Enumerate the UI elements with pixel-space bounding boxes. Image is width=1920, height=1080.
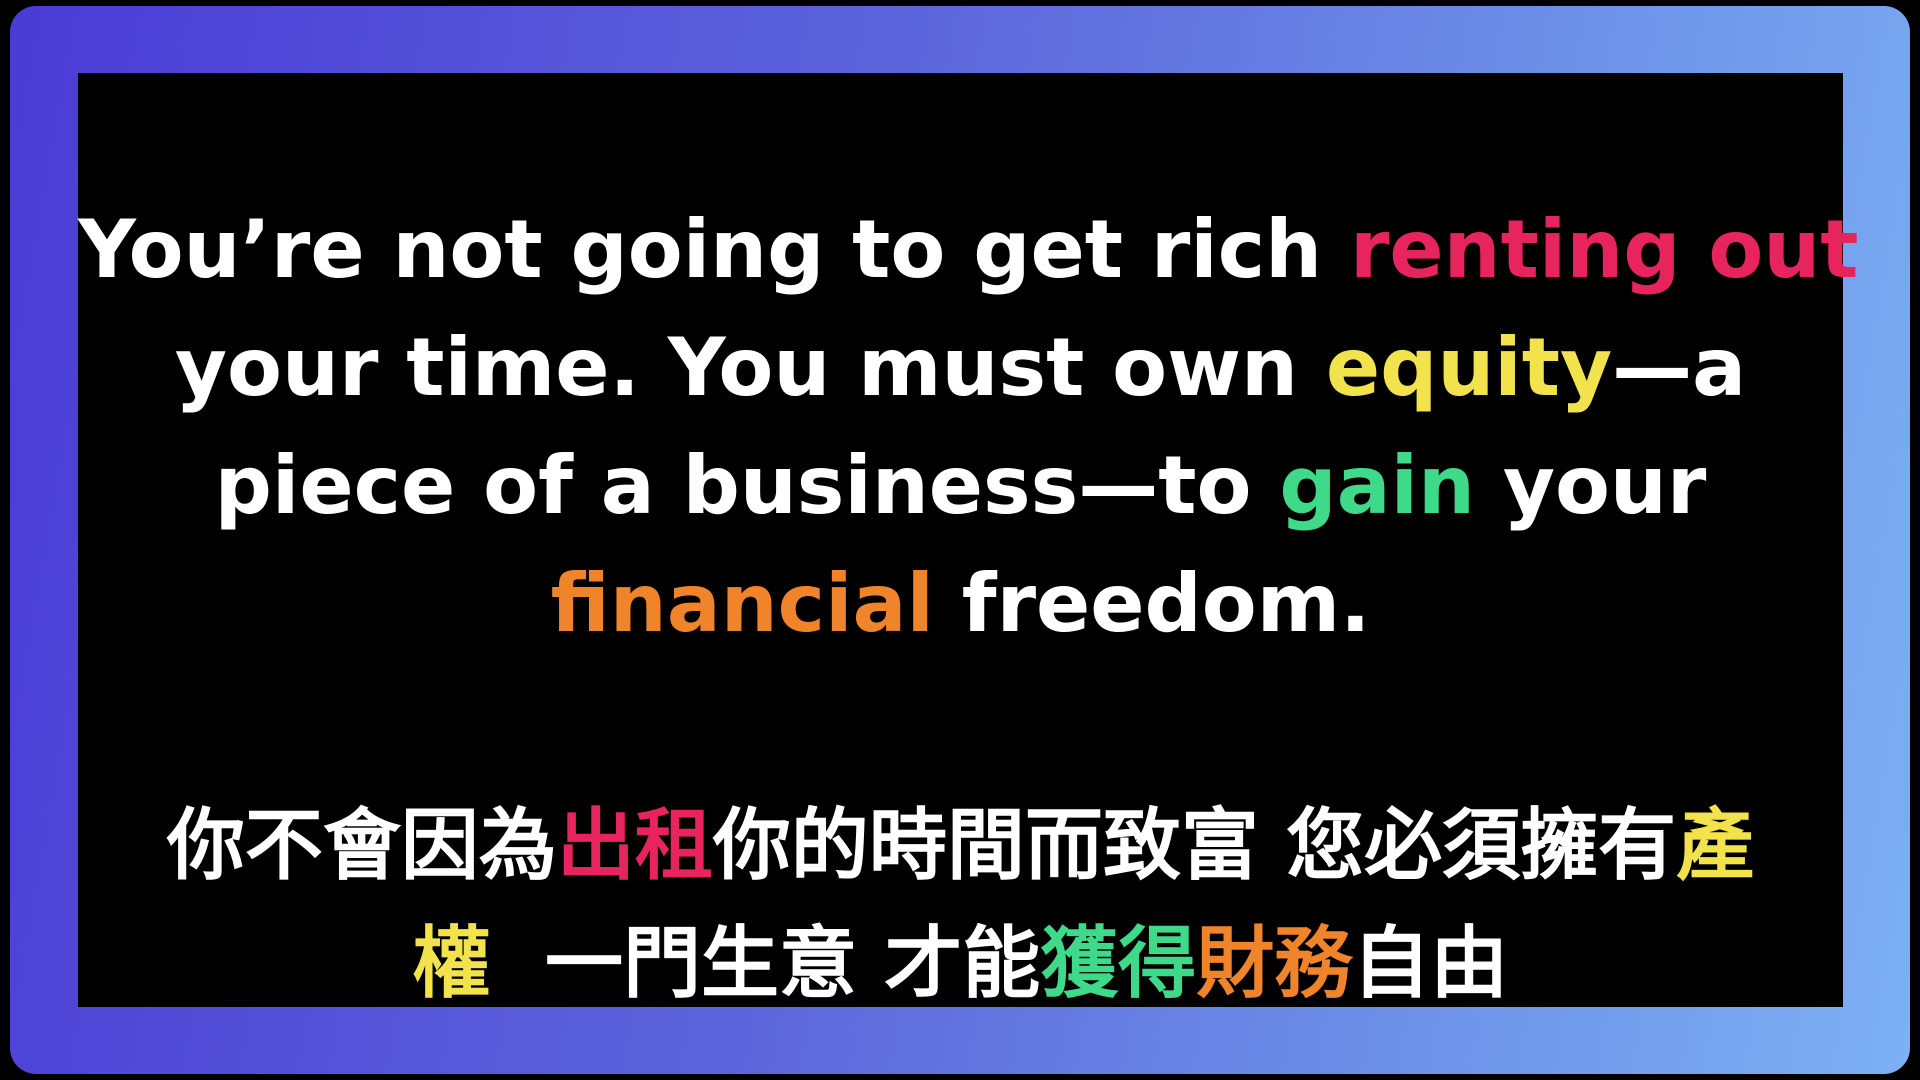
quote-segment: your time. You must own: [174, 321, 1326, 414]
quote-segment: gain: [1279, 439, 1475, 532]
quote-segment: 自由: [1352, 919, 1509, 1009]
quote-segment: 獲得: [1040, 919, 1197, 1009]
quote-segment: financial: [550, 557, 934, 650]
chinese-quote-line: 權 一門生意 才能獲得財務自由: [78, 905, 1843, 1023]
english-quote: You’re not going to get rich renting out…: [78, 191, 1859, 663]
quote-segment: your: [1474, 439, 1707, 532]
quote-segment: 一門生意 才能: [490, 919, 1041, 1009]
english-quote-line: piece of a business—to gain your: [78, 427, 1843, 545]
quote-segment: freedom.: [933, 557, 1371, 650]
quote-segment: renting out: [1349, 203, 1859, 296]
quote-segment: 財務: [1196, 919, 1353, 1009]
quote-segment: 出租: [556, 801, 713, 891]
quote-segment: 權: [412, 919, 491, 1009]
english-quote-line: your time. You must own equity—a: [78, 309, 1843, 427]
english-quote-line: financial freedom.: [78, 545, 1843, 663]
quote-segment: 你的時間而致富 您必須擁有: [712, 801, 1677, 891]
quote-segment: —a: [1612, 321, 1747, 414]
chinese-quote: 你不會因為出租你的時間而致富 您必須擁有產 權 一門生意 才能獲得財務自由: [78, 787, 1843, 1023]
quote-segment: You’re not going to get rich: [78, 203, 1350, 296]
quote-segment: 你不會因為: [166, 801, 557, 891]
chinese-quote-line: 你不會因為出租你的時間而致富 您必須擁有產: [78, 787, 1843, 905]
quote-segment: equity: [1325, 321, 1613, 414]
quote-segment: 產: [1676, 801, 1755, 891]
quote-segment: piece of a business—to: [214, 439, 1280, 532]
quote-panel: You’re not going to get rich renting out…: [78, 73, 1859, 1009]
english-quote-line: You’re not going to get rich renting out: [78, 191, 1859, 309]
